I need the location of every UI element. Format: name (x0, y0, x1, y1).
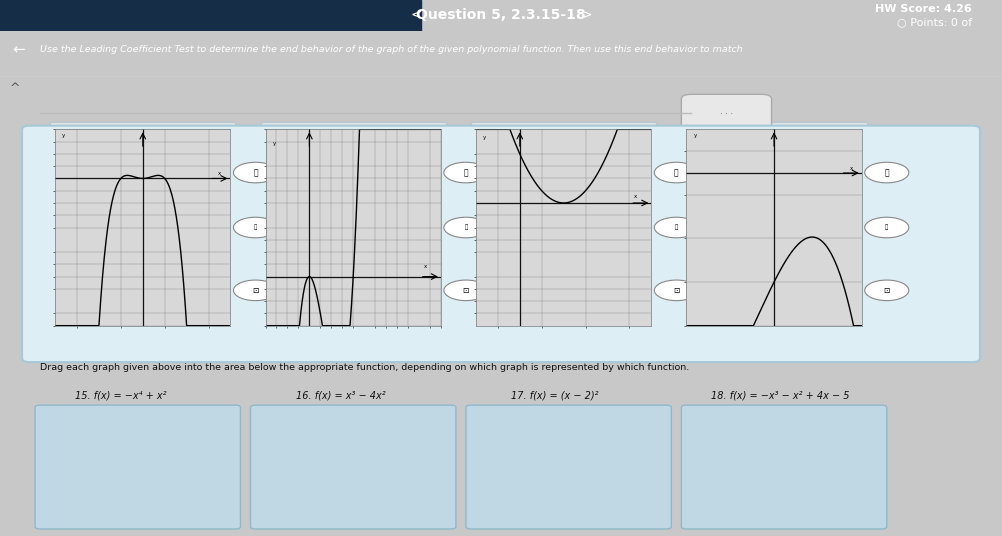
Text: ⊡: ⊡ (673, 286, 679, 295)
Text: 🔍: 🔍 (885, 168, 889, 177)
Text: 🔍: 🔍 (885, 225, 889, 230)
FancyBboxPatch shape (261, 122, 446, 333)
Text: 🔍: 🔍 (464, 168, 468, 177)
Text: ⊡: ⊡ (463, 286, 469, 295)
Text: <: < (410, 8, 422, 22)
Circle shape (865, 280, 909, 301)
Circle shape (444, 280, 488, 301)
Text: ⊡: ⊡ (884, 286, 890, 295)
Circle shape (654, 162, 698, 183)
FancyBboxPatch shape (681, 122, 867, 333)
Text: 16. f(x) = x³ − 4x²: 16. f(x) = x³ − 4x² (296, 390, 385, 400)
Text: >: > (580, 8, 592, 22)
Circle shape (865, 162, 909, 183)
FancyBboxPatch shape (250, 405, 456, 529)
Text: x: x (424, 264, 427, 269)
Text: 🔍: 🔍 (254, 225, 258, 230)
FancyBboxPatch shape (466, 405, 671, 529)
FancyBboxPatch shape (681, 94, 772, 129)
Text: y: y (693, 133, 696, 138)
Circle shape (865, 217, 909, 238)
Circle shape (654, 217, 698, 238)
Text: 🔍: 🔍 (674, 168, 678, 177)
Text: 🔍: 🔍 (254, 168, 258, 177)
Text: ←: ← (12, 42, 25, 57)
Text: HW Score: 4.26: HW Score: 4.26 (875, 4, 972, 14)
FancyBboxPatch shape (35, 405, 240, 529)
Text: x: x (634, 195, 637, 199)
FancyBboxPatch shape (471, 122, 656, 333)
Text: Use the Leading Coefficient Test to determine the end behavior of the graph of t: Use the Leading Coefficient Test to dete… (40, 46, 742, 54)
Text: 🔍: 🔍 (464, 225, 468, 230)
Text: x: x (218, 171, 221, 176)
Text: y: y (273, 141, 276, 146)
Text: Drag each graph given above into the area below the appropriate function, depend: Drag each graph given above into the are… (40, 363, 689, 372)
Circle shape (233, 217, 278, 238)
Text: y: y (62, 133, 65, 138)
Text: 17. f(x) = (x − 2)²: 17. f(x) = (x − 2)² (511, 390, 598, 400)
Text: 18. f(x) = −x³ − x² + 4x − 5: 18. f(x) = −x³ − x² + 4x − 5 (711, 390, 850, 400)
Circle shape (444, 217, 488, 238)
Text: 15. f(x) = −x⁴ + x²: 15. f(x) = −x⁴ + x² (75, 390, 166, 400)
FancyBboxPatch shape (50, 122, 235, 333)
Text: ○ Points: 0 of: ○ Points: 0 of (897, 17, 972, 27)
Text: x: x (850, 166, 853, 171)
Text: Question 5, 2.3.15-18: Question 5, 2.3.15-18 (416, 8, 586, 22)
Bar (0, 0, 421, 31)
Circle shape (233, 162, 278, 183)
Text: ^: ^ (10, 82, 20, 95)
Circle shape (654, 280, 698, 301)
Circle shape (444, 162, 488, 183)
Circle shape (233, 280, 278, 301)
FancyBboxPatch shape (22, 125, 980, 362)
Text: ⊡: ⊡ (253, 286, 259, 295)
Text: 🔍: 🔍 (674, 225, 678, 230)
FancyBboxPatch shape (681, 405, 887, 529)
Text: y: y (483, 135, 486, 140)
Text: . . .: . . . (719, 107, 733, 116)
